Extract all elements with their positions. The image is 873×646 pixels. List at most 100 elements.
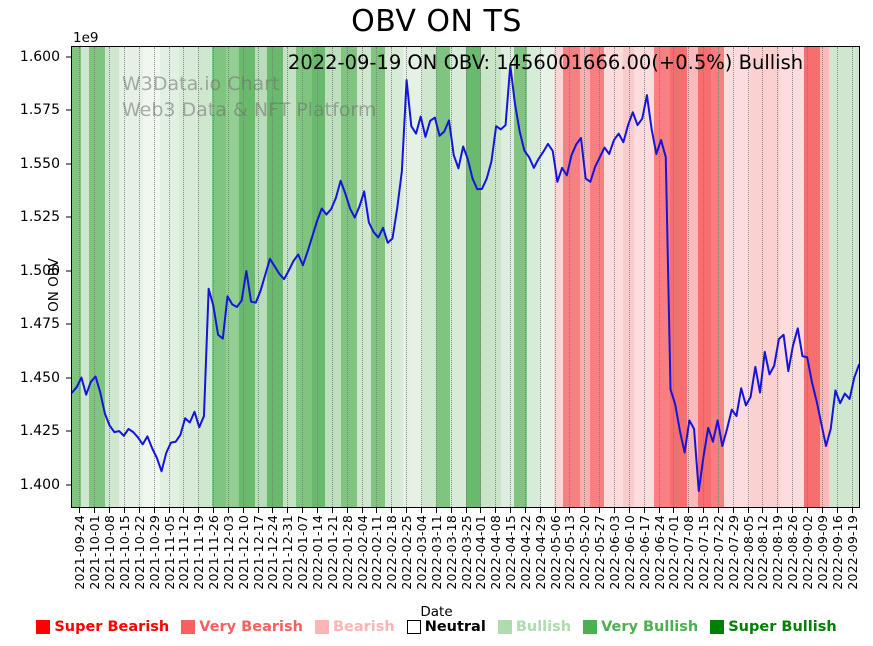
gridline — [792, 47, 794, 507]
x-tick-label: 2021-12-10 — [235, 515, 251, 590]
gridline — [643, 47, 645, 507]
x-tick-label: 2021-11-19 — [191, 515, 207, 590]
x-tick-label: 2022-01-21 — [324, 515, 340, 590]
x-tick-mark — [554, 508, 556, 513]
x-tick-mark — [465, 508, 467, 513]
gridline — [109, 47, 111, 507]
x-tick-mark — [747, 508, 749, 513]
x-tick-label: 2022-07-08 — [681, 515, 697, 590]
x-tick-label: 2022-04-15 — [503, 515, 519, 590]
x-tick-label: 2022-02-25 — [399, 515, 415, 590]
y-axis-offset-label: 1e9 — [73, 30, 99, 46]
gridline — [524, 47, 526, 507]
x-tick-label: 2022-03-25 — [458, 515, 474, 590]
legend-entry[interactable]: Very Bearish — [181, 619, 303, 635]
gridline — [257, 47, 259, 507]
y-axis: 1.400 1.425 1.450 1.475 1.500 1.525 1.550 1.575… — [0, 46, 71, 508]
y-tick-mark — [66, 163, 71, 165]
gridline — [346, 47, 348, 507]
x-tick-mark — [198, 508, 200, 513]
x-tick-mark — [168, 508, 170, 513]
legend-entry[interactable]: Bearish — [314, 619, 395, 635]
x-tick-label: 2022-04-22 — [517, 515, 533, 590]
legend-label: Bullish — [515, 619, 572, 635]
x-tick-mark — [836, 508, 838, 513]
legend-swatch — [497, 620, 512, 634]
x-tick-label: 2021-12-17 — [250, 515, 266, 590]
x-tick-label: 2021-11-12 — [176, 515, 192, 590]
x-tick-label: 2021-10-01 — [87, 515, 103, 590]
gridline — [361, 47, 363, 507]
x-tick-mark — [658, 508, 660, 513]
regime-band — [687, 47, 700, 507]
regime-band — [465, 47, 482, 507]
x-tick-mark — [257, 508, 259, 513]
x-tick-mark — [703, 508, 705, 513]
gridline — [227, 47, 229, 507]
x-tick-label: 2022-08-19 — [770, 515, 786, 590]
x-tick-mark — [792, 508, 794, 513]
x-tick-mark — [821, 508, 823, 513]
legend-swatch — [406, 620, 421, 634]
x-tick-label: 2022-07-15 — [696, 515, 712, 590]
x-tick-mark — [317, 508, 318, 513]
gridline — [628, 47, 630, 507]
x-tick-label: 2022-06-10 — [621, 515, 637, 590]
x-tick-mark — [495, 508, 497, 513]
gridline — [213, 47, 215, 507]
x-tick-label: 2022-05-06 — [547, 515, 563, 590]
gridline — [317, 47, 318, 507]
gridline — [287, 47, 289, 507]
legend-entry[interactable]: Super Bearish — [36, 619, 169, 635]
x-tick-mark — [777, 508, 779, 513]
x-tick-label: 2022-03-18 — [443, 515, 459, 590]
legend-entry[interactable]: Neutral — [406, 619, 486, 635]
x-tick-label: 2022-09-02 — [800, 515, 816, 590]
x-tick-label: 2022-02-11 — [369, 515, 385, 590]
gridline — [539, 47, 541, 507]
y-tick-mark — [66, 216, 71, 218]
y-tick-mark — [66, 56, 71, 58]
regime-band — [622, 47, 635, 507]
gridline — [183, 47, 185, 507]
x-tick-label: 2022-05-13 — [562, 515, 578, 590]
x-tick-mark — [331, 508, 333, 513]
plot-area[interactable]: W3Data.io Chart Web3 Data & NFT Platform… — [71, 46, 860, 508]
regime-band — [197, 47, 213, 507]
gridline — [94, 47, 96, 507]
x-tick-label: 2022-04-08 — [488, 515, 504, 590]
regime-band — [371, 47, 386, 507]
regime-band — [160, 47, 180, 507]
regime-band — [449, 47, 467, 507]
regime-band — [341, 47, 358, 507]
gridline — [717, 47, 719, 507]
x-tick-mark — [480, 508, 482, 513]
gridline — [450, 47, 452, 507]
annotation-text: 2022-09-19 ON OBV: 1456001666.00(+0.5%) … — [287, 51, 804, 74]
x-tick-label: 2022-07-29 — [725, 515, 741, 590]
legend-entry[interactable]: Bullish — [497, 619, 572, 635]
obv-line-series — [72, 64, 859, 492]
x-tick-mark — [539, 508, 541, 513]
gridline — [138, 47, 140, 507]
gridline — [242, 47, 244, 507]
legend-label: Very Bullish — [601, 619, 699, 635]
x-tick-mark — [153, 508, 155, 513]
regime-band — [105, 47, 120, 507]
regime-band — [819, 47, 830, 507]
gridline — [658, 47, 660, 507]
gridline — [376, 47, 378, 507]
regime-band — [541, 47, 555, 507]
x-tick-label: 2022-07-01 — [666, 515, 682, 590]
gridline — [480, 47, 482, 507]
legend-swatch — [36, 620, 51, 634]
regime-band — [325, 47, 342, 507]
x-tick-mark — [673, 508, 675, 513]
legend-entry[interactable]: Very Bullish — [583, 619, 698, 635]
legend-entry[interactable]: Super Bullish — [710, 619, 837, 635]
gridline — [435, 47, 437, 507]
x-tick-label: 2022-09-16 — [829, 515, 845, 590]
x-tick-label: 2021-12-03 — [220, 515, 236, 590]
x-tick-mark — [376, 508, 378, 513]
x-tick-mark — [584, 508, 586, 513]
